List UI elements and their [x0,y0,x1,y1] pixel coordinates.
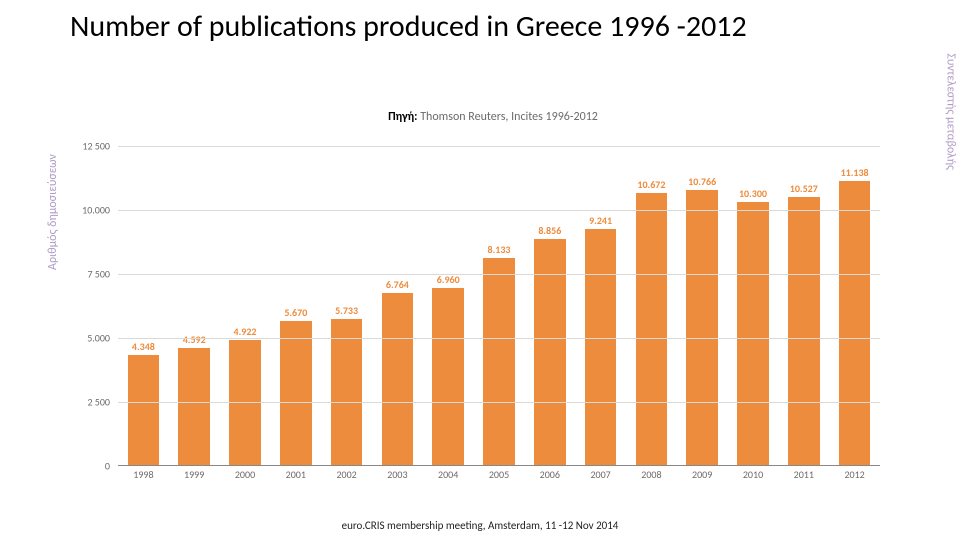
bar-value-label: 4.592 [183,333,206,346]
bar-value-label: 10.672 [637,178,665,191]
bar [331,319,362,466]
bar-value-label: 5.670 [284,306,307,319]
bar-value-label: 10.527 [790,182,818,195]
gridline [118,210,880,211]
bar [128,355,159,466]
y-tick-label: 2 500 [62,396,110,409]
y-axis-label-left: Αριθμός δημοσιεύσεων [46,154,60,270]
bar-value-label: 4.922 [234,325,257,338]
y-tick-label: 7 500 [62,268,110,281]
bar [839,181,870,466]
x-tick-label: 2006 [540,468,560,481]
bar-value-label: 8.856 [538,224,561,237]
bar-value-label: 11.138 [841,166,869,179]
bar [585,229,616,466]
bar [686,190,717,466]
bar-value-label: 8.133 [488,243,511,256]
chart-source-label: Πηγή: [388,110,417,124]
y-tick-label: 10.000 [62,204,110,217]
bar [229,340,260,466]
x-tick-label: 2003 [387,468,407,481]
x-tick-label: 2010 [743,468,763,481]
x-tick-label: 1999 [184,468,204,481]
plot-region: 4.3484.5924.9225.6705.7336.7646.9608.133… [118,146,880,466]
bar-value-label: 10.766 [688,175,716,188]
y-tick-label: 12 500 [62,140,110,153]
bar [737,202,768,466]
bar [432,288,463,466]
gridline [118,338,880,339]
chart-source: Πηγή: Thomson Reuters, Incites 1996-2012 [78,110,908,124]
bar [636,193,667,466]
bar [280,321,311,466]
x-tick-label: 2008 [641,468,661,481]
bar-value-label: 10.300 [739,187,767,200]
x-tick-label: 2009 [692,468,712,481]
slide: Number of publications produced in Greec… [0,0,960,540]
x-tick-label: 2007 [590,468,610,481]
x-tick-label: 1998 [133,468,153,481]
bar [178,348,209,466]
chart-area: Πηγή: Thomson Reuters, Incites 1996-2012… [78,110,908,500]
x-tick-label: 2004 [438,468,458,481]
page-title: Number of publications produced in Greec… [70,10,747,45]
gridline [118,146,880,147]
slide-footer: euro.CRIS membership meeting, Amsterdam,… [0,519,960,532]
bar [788,197,819,466]
x-tick-label: 2000 [235,468,255,481]
chart-source-text: Thomson Reuters, Incites 1996-2012 [420,110,598,124]
y-axis-label-right: Συντελεστής μεταβολής [944,53,958,170]
bar [382,293,413,466]
bar-value-label: 9.241 [589,214,612,227]
x-axis-line [118,465,880,466]
y-tick-label: 5.000 [62,332,110,345]
bar-value-label: 5.733 [335,304,358,317]
x-tick-label: 2001 [286,468,306,481]
x-tick-label: 2012 [844,468,864,481]
x-tick-label: 2005 [489,468,509,481]
bar-value-label: 4.348 [132,340,155,353]
bar-value-label: 6.764 [386,278,409,291]
x-tick-label: 2011 [794,468,814,481]
gridline [118,274,880,275]
x-tick-label: 2002 [336,468,356,481]
bar [483,258,514,466]
gridline [118,402,880,403]
y-tick-label: 0 [62,460,110,473]
bars-container: 4.3484.5924.9225.6705.7336.7646.9608.133… [118,146,880,466]
